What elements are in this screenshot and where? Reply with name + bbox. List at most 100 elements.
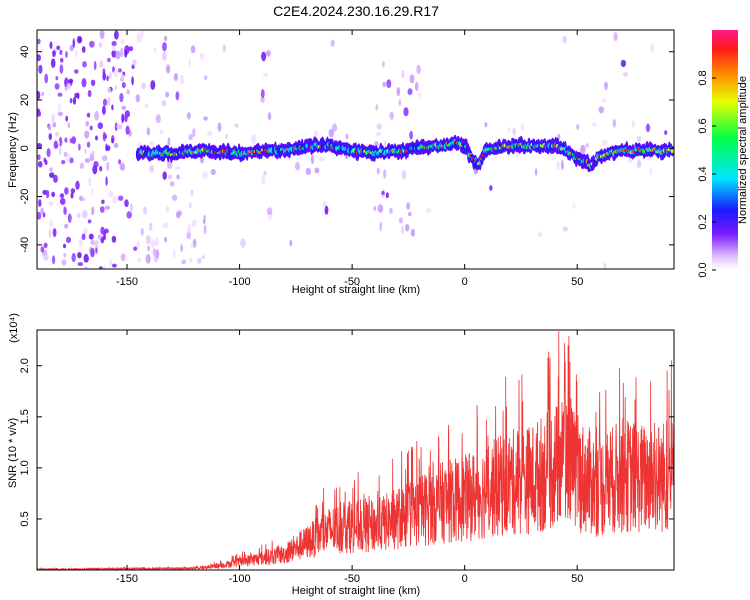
spectrogram-noise-blob — [389, 111, 395, 120]
spectrogram-noise-blob — [89, 40, 95, 48]
spectrogram-noise-blob — [416, 64, 421, 75]
spectrogram-noise-blob — [381, 191, 385, 195]
spectrogram-noise-blob — [120, 253, 126, 262]
spectrogram-noise-blob — [99, 30, 105, 40]
spectrogram-noise-blob — [95, 135, 98, 141]
spectrogram-noise-blob — [40, 246, 45, 253]
spectrogram-noise-blob — [81, 233, 86, 241]
spectrogram-noise-blob — [260, 89, 265, 99]
spectrogram-noise-blob — [382, 81, 386, 88]
spectrogram-noise-blob — [106, 145, 111, 151]
spectrogram-noise-blob — [153, 248, 157, 257]
spectrogram-noise-blob — [37, 54, 41, 62]
spectrogram-noise-blob — [650, 43, 655, 53]
spectrogram-noise-blob — [81, 78, 87, 88]
spectrogram-noise-blob — [41, 91, 44, 97]
spectrogram-noise-blob — [401, 226, 404, 235]
spectrogram-noise-blob — [61, 259, 67, 266]
spectrogram-noise-blob — [79, 162, 85, 170]
spectrogram-noise-blob — [155, 114, 161, 124]
x-tick-label: 50 — [571, 276, 583, 288]
colorbar-tick-label: 0.8 — [697, 70, 709, 85]
spectrogram-noise-blob — [398, 99, 401, 107]
spectrogram-noise-blob — [263, 170, 267, 176]
spectrogram-noise-blob — [173, 249, 176, 259]
spectrogram-noise-blob — [66, 83, 71, 90]
y-tick-label: 1.5 — [19, 409, 31, 424]
spectrogram-noise-blob — [206, 131, 213, 136]
spectrogram-noise-blob — [562, 35, 567, 44]
spectrogram-noise-blob — [132, 59, 137, 66]
spectrogram-noise-blob — [71, 252, 76, 263]
spectrogram-noise-blob — [71, 136, 76, 145]
spectrogram-noise-blob — [38, 64, 43, 74]
spectrogram-noise-blob — [38, 199, 42, 208]
spectrogram-noise-blob — [49, 172, 55, 179]
snr-panel: -150 -100 -50 0 50 0.5 1.0 1.5 2.0 Height of st… — [7, 313, 675, 597]
spectrogram-marks — [37, 30, 674, 269]
spectrogram-noise-blob — [52, 255, 56, 265]
spectrogram-noise-blob — [59, 49, 63, 55]
spectrogram-noise-blob — [75, 49, 78, 58]
spectrogram-noise-blob — [409, 130, 413, 140]
spectrogram-noise-blob — [118, 124, 123, 130]
spectrogram-noise-blob — [44, 159, 48, 166]
spectrogram-noise-blob — [72, 96, 77, 105]
spectrogram-noise-blob — [111, 104, 114, 111]
spectrogram-noise-blob — [120, 47, 124, 58]
spectrogram-noise-blob — [109, 258, 112, 268]
spectrogram-noise-blob — [99, 266, 103, 269]
spectrogram-noise-blob — [389, 207, 393, 214]
spectrogram-noise-blob — [613, 32, 618, 42]
spectrogram-noise-blob — [43, 242, 48, 249]
spectrogram-noise-blob — [85, 121, 89, 127]
spectrogram-noise-blob — [77, 92, 80, 100]
spectrogram-noise-blob — [82, 197, 86, 202]
spectrogram-noise-blob — [84, 158, 91, 163]
spectrogram-noise-blob — [162, 222, 169, 229]
spectrogram-noise-blob — [240, 238, 246, 248]
spectrogram-noise-blob — [102, 265, 107, 269]
y-tick-label: -40 — [19, 237, 31, 253]
spectrogram-noise-blob — [404, 224, 410, 232]
spectrogram-noise-blob — [603, 262, 607, 269]
spectrogram-noise-blob — [266, 207, 273, 216]
spectrogram-noise-blob — [201, 255, 205, 260]
spectrogram-noise-blob — [146, 127, 151, 136]
spectrogram-peak-mark — [670, 149, 674, 153]
spectrogram-noise-blob — [190, 45, 196, 54]
spectrogram-noise-blob — [57, 92, 63, 97]
spectrogram-noise-blob — [162, 42, 167, 52]
spectrogram-noise-blob — [188, 58, 192, 68]
spectrogram-noise-blob — [113, 69, 119, 78]
spectrogram-noise-blob — [84, 148, 87, 155]
snr-x-ticks: -150 -100 -50 0 50 — [116, 330, 583, 585]
spectrogram-noise-blob — [64, 187, 69, 195]
spectrogram-noise-blob — [90, 239, 95, 246]
spectrogram-noise-blob — [155, 249, 160, 259]
spectrogram-noise-blob — [637, 159, 642, 168]
spectrogram-noise-blob — [40, 207, 44, 214]
spectrogram-noise-blob — [165, 91, 170, 98]
spectrogram-noise-blob — [261, 174, 266, 184]
spectrogram-noise-blob — [125, 125, 130, 135]
spectrogram-noise-blob — [645, 123, 651, 133]
spectrogram-noise-blob — [82, 210, 88, 219]
spectrogram-noise-blob — [100, 226, 105, 235]
spectrogram-noise-blob — [101, 155, 108, 162]
spectrogram-noise-blob — [520, 122, 525, 132]
spectrogram-noise-blob — [305, 167, 311, 176]
spectrogram-noise-blob — [69, 157, 74, 164]
spectrogram-noise-blob — [97, 122, 104, 130]
colorbar-gradient — [712, 30, 738, 270]
x-tick-label: 0 — [462, 573, 468, 585]
spectrogram-noise-blob — [89, 125, 93, 131]
spectrogram-noise-blob — [79, 195, 83, 202]
spectrogram-noise-blob — [93, 161, 99, 168]
spectrogram-noise-blob — [557, 133, 561, 140]
spectrogram-noise-blob — [46, 189, 50, 199]
spectrogram-noise-blob — [101, 199, 105, 204]
colorbar-ticks: 0.0 0.2 0.4 0.6 0.8 — [697, 70, 716, 278]
spectrogram-noise-blob — [121, 82, 126, 89]
spectrogram-noise-blob — [52, 50, 56, 58]
